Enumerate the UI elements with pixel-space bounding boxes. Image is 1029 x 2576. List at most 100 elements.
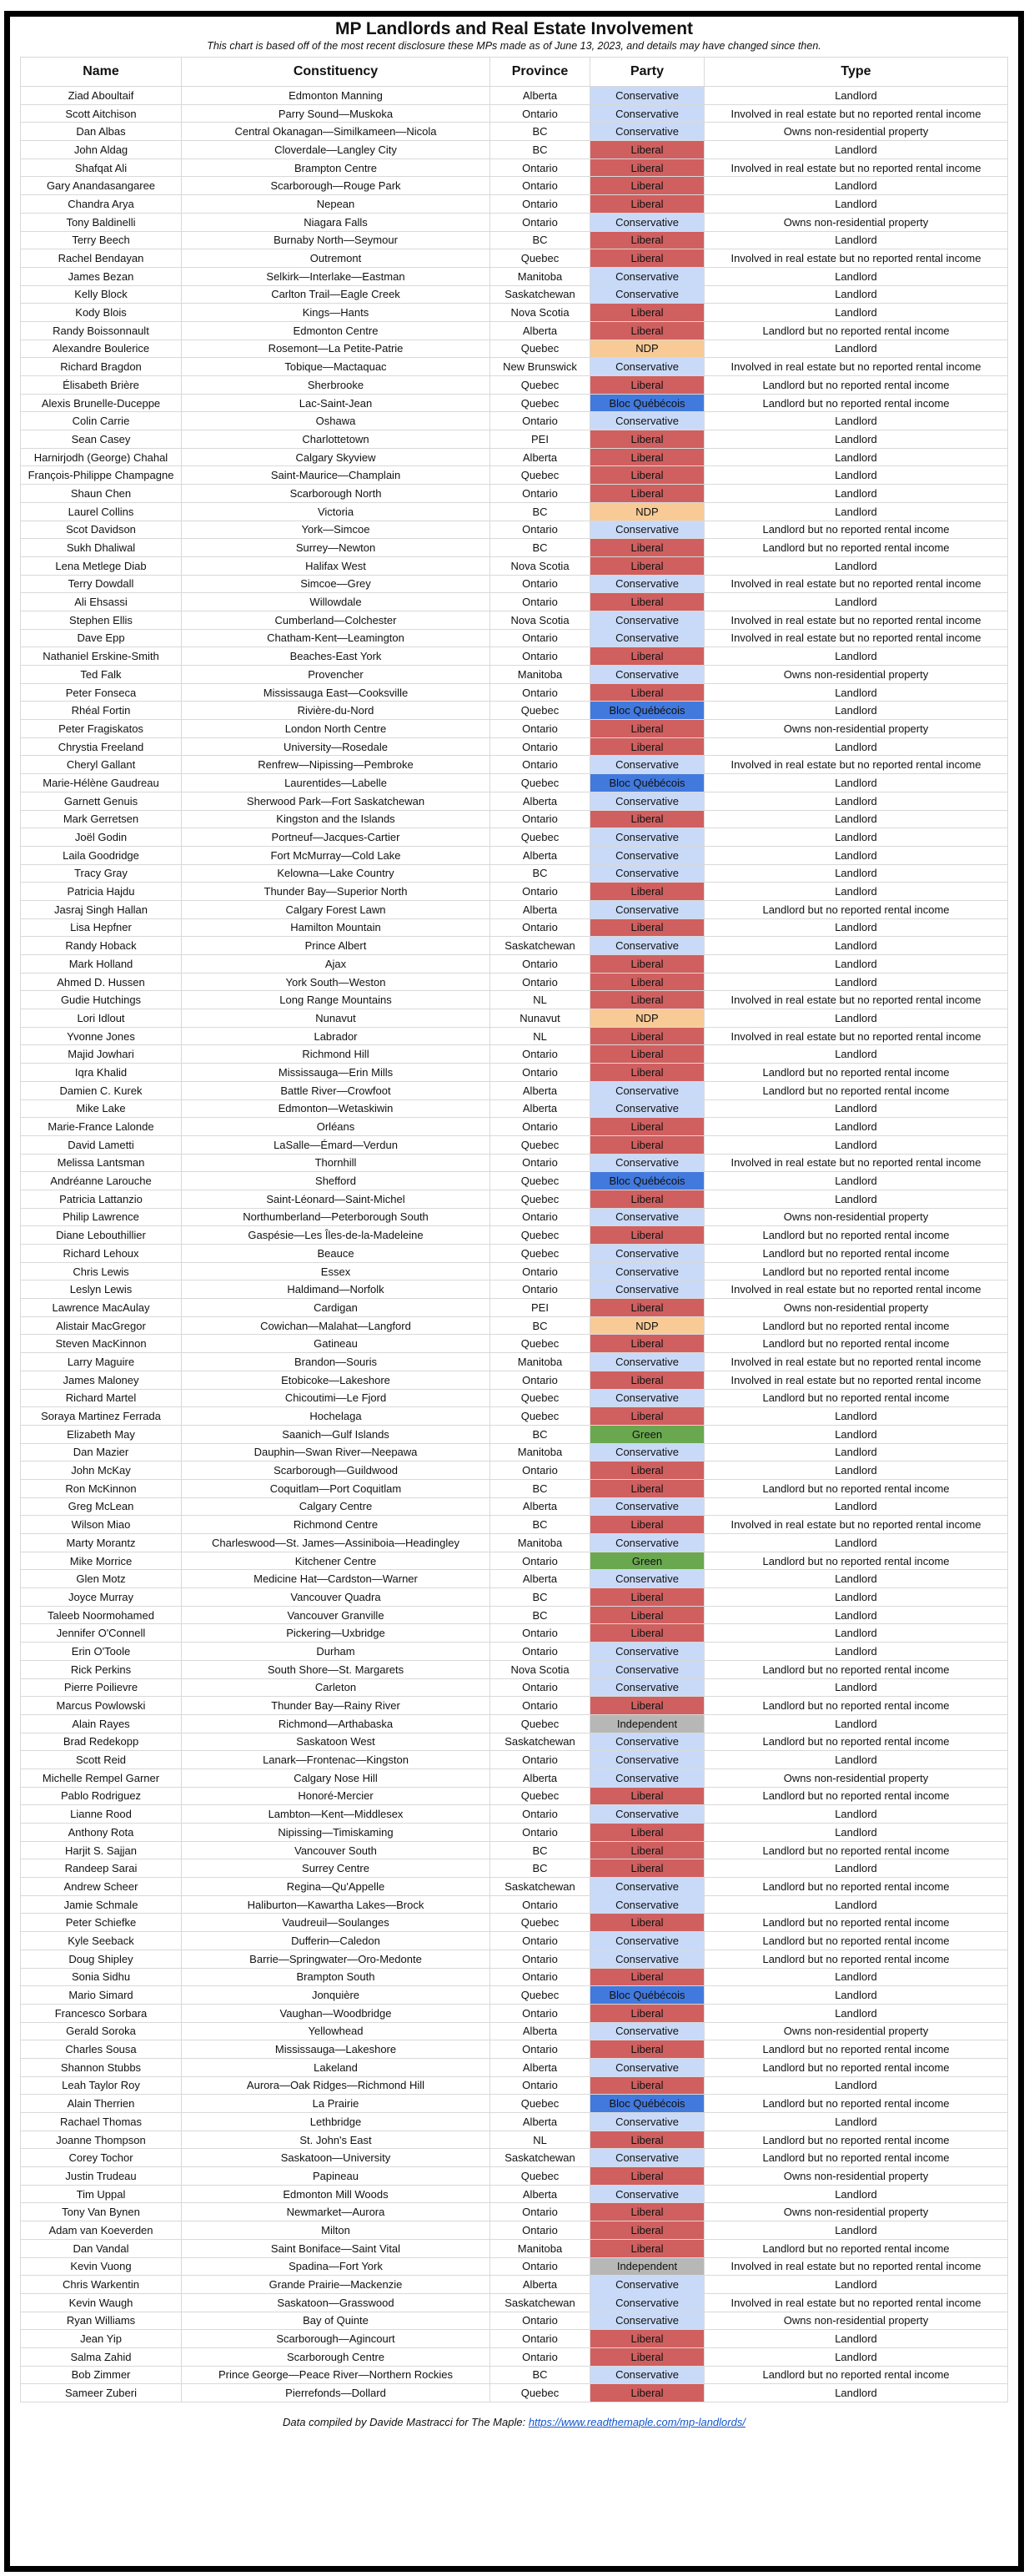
name-cell: Marie-France Lalonde bbox=[20, 1117, 182, 1136]
table-row: Peter Schiefke Vaudreuil—Soulanges Quebec L… bbox=[20, 1913, 1008, 1933]
name-cell: Gerald Soroka bbox=[20, 2021, 182, 2041]
party-cell: NDP bbox=[590, 501, 705, 521]
name-cell: Kevin Vuong bbox=[20, 2257, 182, 2277]
constituency-cell: Rosemont—La Petite-Patrie bbox=[181, 339, 490, 359]
party-cell: NDP bbox=[590, 339, 705, 359]
table-row: Ted Falk Provencher Manitoba Conservative Ow… bbox=[20, 665, 1008, 684]
type-cell: Landlord bbox=[704, 2347, 1008, 2367]
constituency-cell: Chatham-Kent—Leamington bbox=[181, 628, 490, 648]
constituency-cell: Gatineau bbox=[181, 1334, 490, 1354]
party-cell: Liberal bbox=[590, 176, 705, 196]
table-row: Doug Shipley Barrie—Springwater—Oro-Medon… bbox=[20, 1949, 1008, 1969]
constituency-cell: Gaspésie—Les Îles-de-la-Madeleine bbox=[181, 1225, 490, 1245]
party-cell: Liberal bbox=[590, 2040, 705, 2059]
type-cell: Landlord bbox=[704, 1967, 1008, 1987]
constituency-cell: Central Okanagan—Similkameen—Nicola bbox=[181, 122, 490, 142]
constituency-cell: Ajax bbox=[181, 954, 490, 974]
constituency-cell: Charleswood—St. James—Assiniboia—Heading… bbox=[181, 1533, 490, 1552]
type-cell: Landlord bbox=[704, 1569, 1008, 1589]
party-cell: Conservative bbox=[590, 2021, 705, 2041]
party-cell: Liberal bbox=[590, 1859, 705, 1879]
type-cell: Landlord bbox=[704, 1117, 1008, 1136]
party-cell: Conservative bbox=[590, 2184, 705, 2204]
province-cell: Alberta bbox=[489, 1497, 590, 1517]
type-cell: Landlord bbox=[704, 2383, 1008, 2402]
table-row: Sameer Zuberi Pierrefonds—Dollard Quebec Li… bbox=[20, 2383, 1008, 2402]
type-cell: Owns non-residential property bbox=[704, 2311, 1008, 2331]
constituency-cell: Beauce bbox=[181, 1244, 490, 1263]
column-header-party: Party bbox=[590, 57, 705, 87]
constituency-cell: Mississauga—Erin Mills bbox=[181, 1063, 490, 1082]
type-cell: Landlord bbox=[704, 863, 1008, 883]
constituency-cell: Honoré-Mercier bbox=[181, 1786, 490, 1806]
table-row: Sukh Dhaliwal Surrey—Newton BC Liberal Landl… bbox=[20, 538, 1008, 557]
party-cell: Conservative bbox=[590, 665, 705, 684]
party-cell: Bloc Québécois bbox=[590, 2094, 705, 2113]
table-header-row: Name Constituency Province Party Type bbox=[20, 57, 1008, 87]
constituency-cell: Hochelaga bbox=[181, 1406, 490, 1426]
name-cell: Greg McLean bbox=[20, 1497, 182, 1517]
party-cell: Conservative bbox=[590, 1153, 705, 1173]
type-cell: Owns non-residential property bbox=[704, 2166, 1008, 2186]
type-cell: Landlord bbox=[704, 1533, 1008, 1552]
province-cell: Ontario bbox=[489, 1153, 590, 1173]
name-cell: Cheryl Gallant bbox=[20, 755, 182, 775]
province-cell: Ontario bbox=[489, 719, 590, 738]
type-cell: Landlord bbox=[704, 266, 1008, 286]
province-cell: Alberta bbox=[489, 2057, 590, 2077]
footer-link[interactable]: https://www.readthemaple.com/mp-landlord… bbox=[528, 2416, 745, 2428]
province-cell: Ontario bbox=[489, 737, 590, 757]
table-row: Kelly Block Carlton Trail—Eagle Creek Sask… bbox=[20, 284, 1008, 304]
table-row: Sonia Sidhu Brampton South Ontario Liberal L… bbox=[20, 1967, 1008, 1987]
constituency-cell: Surrey Centre bbox=[181, 1859, 490, 1879]
footer: Data compiled by Davide Mastracci for Th… bbox=[10, 2416, 1018, 2428]
party-cell: Liberal bbox=[590, 647, 705, 666]
party-cell: Liberal bbox=[590, 375, 705, 395]
party-cell: Liberal bbox=[590, 990, 705, 1010]
name-cell: Scott Aitchison bbox=[20, 103, 182, 123]
constituency-cell: Kingston and the Islands bbox=[181, 809, 490, 829]
table-row: Élisabeth Brière Sherbrooke Quebec Liberal L… bbox=[20, 375, 1008, 395]
name-cell: Lawrence MacAulay bbox=[20, 1298, 182, 1317]
province-cell: Quebec bbox=[489, 2383, 590, 2402]
party-cell: Liberal bbox=[590, 1478, 705, 1498]
constituency-cell: Calgary Nose Hill bbox=[181, 1768, 490, 1788]
party-cell: Liberal bbox=[590, 2003, 705, 2023]
constituency-cell: Thunder Bay—Rainy River bbox=[181, 1696, 490, 1715]
name-cell: Peter Fonseca bbox=[20, 682, 182, 702]
table-row: Dan Vandal Saint Boniface—Saint Vital Mani… bbox=[20, 2238, 1008, 2258]
type-cell: Landlord bbox=[704, 936, 1008, 955]
constituency-cell: Oshawa bbox=[181, 411, 490, 431]
constituency-cell: Willowdale bbox=[181, 592, 490, 611]
province-cell: Ontario bbox=[489, 1207, 590, 1227]
party-cell: Conservative bbox=[590, 574, 705, 594]
province-cell: Quebec bbox=[489, 773, 590, 792]
name-cell: Terry Dowdall bbox=[20, 574, 182, 594]
party-cell: Conservative bbox=[590, 628, 705, 648]
type-cell: Owns non-residential property bbox=[704, 2021, 1008, 2041]
constituency-cell: Battle River—Crowfoot bbox=[181, 1080, 490, 1100]
party-cell: Bloc Québécois bbox=[590, 1985, 705, 2005]
constituency-cell: Lethbridge bbox=[181, 2112, 490, 2131]
province-cell: Quebec bbox=[489, 465, 590, 486]
type-cell: Landlord but no reported rental income bbox=[704, 2130, 1008, 2150]
table-row: Tracy Gray Kelowna—Lake Country BC Conserva… bbox=[20, 863, 1008, 883]
party-cell: Liberal bbox=[590, 538, 705, 557]
table-row: John McKay Scarborough—Guildwood Ontario Li… bbox=[20, 1461, 1008, 1480]
type-cell: Landlord bbox=[704, 1985, 1008, 2005]
name-cell: Ron McKinnon bbox=[20, 1478, 182, 1498]
party-cell: Liberal bbox=[590, 1623, 705, 1643]
province-cell: Ontario bbox=[489, 682, 590, 702]
constituency-cell: Essex bbox=[181, 1261, 490, 1281]
type-cell: Landlord bbox=[704, 1823, 1008, 1842]
table-row: Joyce Murray Vancouver Quadra BC Liberal Lan… bbox=[20, 1587, 1008, 1607]
party-cell: Conservative bbox=[590, 1678, 705, 1698]
party-cell: Conservative bbox=[590, 1569, 705, 1589]
type-cell: Landlord bbox=[704, 176, 1008, 196]
table-row: Diane Lebouthillier Gaspésie—Les Îles-de-… bbox=[20, 1225, 1008, 1245]
column-header-name: Name bbox=[20, 57, 182, 87]
constituency-cell: Edmonton Mill Woods bbox=[181, 2184, 490, 2204]
name-cell: Randy Hoback bbox=[20, 936, 182, 955]
constituency-cell: Lanark—Frontenac—Kingston bbox=[181, 1750, 490, 1769]
party-cell: Conservative bbox=[590, 86, 705, 105]
